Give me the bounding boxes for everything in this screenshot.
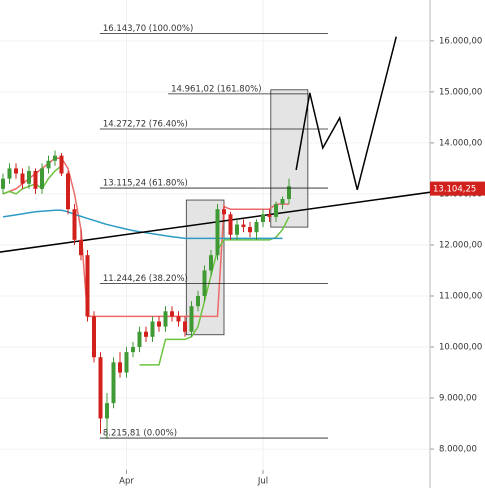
- candle-body: [176, 316, 181, 322]
- candle-body: [137, 331, 142, 348]
- candle-body: [215, 209, 220, 256]
- candle-body: [98, 357, 103, 419]
- candle-body: [66, 173, 70, 210]
- candle-body: [254, 221, 259, 233]
- candle-body: [261, 214, 265, 222]
- candle-body: [209, 255, 213, 271]
- line: [2, 165, 62, 195]
- candle-body: [118, 362, 122, 373]
- candle-body: [241, 224, 246, 228]
- candle-body: [14, 168, 18, 174]
- level-label: 13.115,24 (61.80%): [103, 179, 188, 189]
- candle-body: [85, 255, 90, 317]
- x-tick-label: Apr: [119, 477, 134, 487]
- candle-body: [46, 160, 51, 169]
- candle-body: [235, 224, 239, 235]
- y-tick-label: 11.000,00: [439, 291, 482, 301]
- line: [2, 157, 289, 318]
- level-label: 16.143,70 (100.00%): [103, 24, 193, 34]
- candle-body: [228, 214, 233, 235]
- price-marker: [430, 181, 485, 196]
- candle-body: [111, 362, 116, 404]
- candle-body: [189, 306, 194, 332]
- candle-body: [248, 227, 252, 233]
- level-label: 8.215,81 (0.00%): [103, 429, 177, 439]
- line: [139, 216, 290, 366]
- candle-body: [157, 321, 161, 327]
- candle-body: [33, 170, 38, 189]
- y-tick-label: 15.000,00: [439, 87, 482, 97]
- candle-body: [72, 209, 77, 240]
- level-label: 14.272,72 (76.40%): [103, 119, 188, 129]
- y-tick-label: 10.000,00: [439, 343, 482, 353]
- level-label: 14.961,02 (161.80%): [171, 84, 261, 94]
- candle-body: [7, 168, 12, 179]
- y-tick-label: 12.000,00: [439, 240, 482, 250]
- candle-body: [280, 199, 285, 205]
- level-label: 11.244,26 (38.20%): [103, 274, 188, 284]
- candle-body: [222, 209, 226, 215]
- candle-body: [92, 316, 96, 358]
- candle-body: [20, 173, 25, 184]
- candle-body: [124, 352, 129, 373]
- candle-body: [40, 168, 44, 189]
- candle-body: [196, 295, 200, 307]
- candle-body: [183, 321, 187, 332]
- y-tick-label: 8.000,00: [439, 445, 477, 455]
- y-tick-label: 14.000,00: [439, 138, 482, 148]
- candle-body: [287, 186, 291, 200]
- candle-body: [1, 178, 5, 189]
- x-tick-label: Jul: [257, 477, 268, 487]
- candle-body: [267, 214, 272, 217]
- line: [295, 36, 397, 191]
- candle-body: [59, 155, 64, 174]
- y-tick-label: 9.000,00: [439, 394, 477, 404]
- candle-body: [79, 239, 83, 256]
- candle-body: [144, 331, 148, 337]
- candle-body: [27, 170, 31, 184]
- price-marker-label: 13.104,25: [433, 185, 476, 195]
- candle-body: [131, 347, 135, 353]
- candle-body: [53, 155, 57, 161]
- y-tick-label: 16.000,00: [439, 36, 482, 46]
- candle-body: [170, 311, 174, 317]
- candle-body: [150, 321, 155, 337]
- candle-body: [274, 204, 278, 217]
- candle-body: [163, 311, 168, 327]
- candle-body: [105, 403, 109, 419]
